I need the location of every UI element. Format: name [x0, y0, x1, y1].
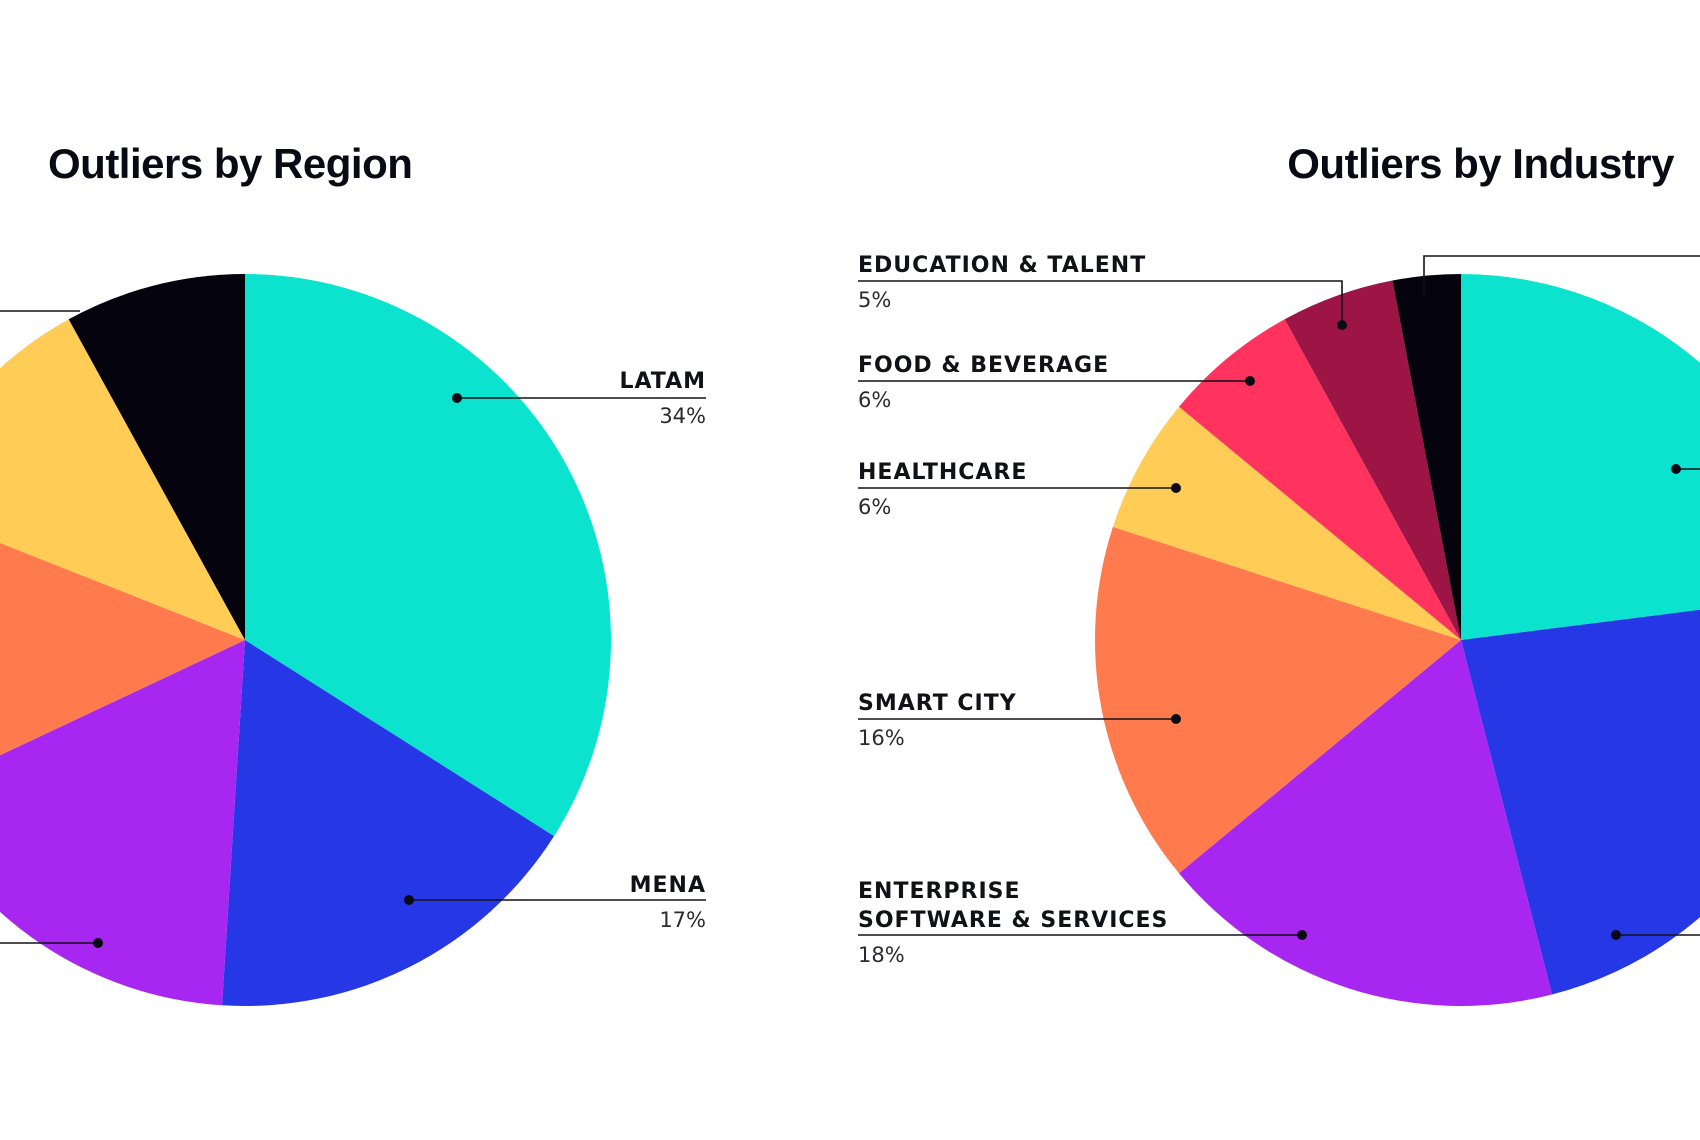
- industry-label-enterprise-name: ENTERPRISE SOFTWARE & SERVICES: [858, 879, 1168, 933]
- region-chart: Outliers by Region LATAM 34% MENA 17%: [0, 140, 706, 1007]
- industry-chart: Outliers by Industry EDUCATION & TALENT …: [858, 140, 1700, 1006]
- region-latam-leader-dot: [452, 393, 462, 403]
- industry-healthcare-leader-dot: [1171, 483, 1181, 493]
- region-mena-leader-dot: [404, 895, 414, 905]
- industry-slice-segment-8: [1392, 274, 1461, 640]
- industry-slice-segment-2: [1461, 609, 1700, 995]
- region-slice-segment-3: [0, 640, 245, 1006]
- industry-label-food-name: FOOD & BEVERAGE: [858, 353, 1109, 378]
- industry-slice-education-talent: [1284, 280, 1461, 640]
- region-slice-mena: [222, 640, 555, 1007]
- industry-pie-slices: [1094, 274, 1700, 1006]
- industry-slice-healthcare: [1112, 406, 1461, 640]
- region-label-latam-value: 34%: [659, 404, 706, 428]
- region-label-latam: LATAM 34%: [452, 369, 706, 428]
- industry-chart-title: Outliers by Industry: [1287, 140, 1675, 187]
- industry-label-enterprise: ENTERPRISE SOFTWARE & SERVICES 18%: [858, 879, 1307, 967]
- industry-label-enterprise-line2: SOFTWARE & SERVICES: [858, 908, 1168, 933]
- industry-label-smart-city: SMART CITY 16%: [858, 691, 1181, 750]
- industry-label-enterprise-line1: ENTERPRISE: [858, 879, 1021, 904]
- region-chart-title: Outliers by Region: [48, 140, 412, 187]
- region-label-mena: MENA 17%: [404, 873, 706, 932]
- industry-label-smart-city-name: SMART CITY: [858, 691, 1017, 716]
- industry-offscreen-leader-dot-bottom: [1611, 930, 1621, 940]
- industry-label-healthcare-value: 6%: [858, 495, 891, 519]
- region-label-mena-name: MENA: [630, 873, 706, 898]
- industry-label-healthcare-name: HEALTHCARE: [858, 460, 1027, 485]
- region-offscreen-leader-dot: [93, 938, 103, 948]
- industry-education-leader: [858, 280, 1343, 325]
- industry-offscreen-leader-top: [1423, 255, 1700, 296]
- region-slice-segment-4: [0, 543, 245, 756]
- region-slice-segment-5: [0, 319, 245, 640]
- region-label-latam-name: LATAM: [619, 369, 706, 394]
- industry-label-food-value: 6%: [858, 388, 891, 412]
- industry-label-healthcare: HEALTHCARE 6%: [858, 460, 1181, 519]
- industry-label-education-name: EDUCATION & TALENT: [858, 253, 1146, 278]
- industry-slice-segment-1: [1461, 274, 1700, 640]
- industry-food-leader-dot: [1245, 376, 1255, 386]
- industry-label-food: FOOD & BEVERAGE 6%: [858, 353, 1255, 412]
- region-slice-segment-6: [68, 274, 246, 640]
- industry-education-leader-dot: [1337, 320, 1347, 330]
- industry-label-education-value: 5%: [858, 288, 891, 312]
- industry-label-smart-city-value: 16%: [858, 726, 905, 750]
- region-slice-latam: [245, 274, 611, 837]
- region-label-mena-value: 17%: [659, 908, 706, 932]
- industry-slice-enterprise-software-services: [1178, 640, 1553, 1006]
- industry-smart-city-leader-dot: [1171, 714, 1181, 724]
- industry-label-enterprise-value: 18%: [858, 943, 905, 967]
- industry-slice-smart-city: [1094, 526, 1461, 874]
- industry-label-education: EDUCATION & TALENT 5%: [858, 253, 1347, 330]
- industry-enterprise-leader-dot: [1297, 930, 1307, 940]
- industry-slice-food-beverage: [1178, 319, 1461, 640]
- region-pie-slices: [0, 274, 611, 1007]
- industry-offscreen-leader-dot-mid: [1671, 464, 1681, 474]
